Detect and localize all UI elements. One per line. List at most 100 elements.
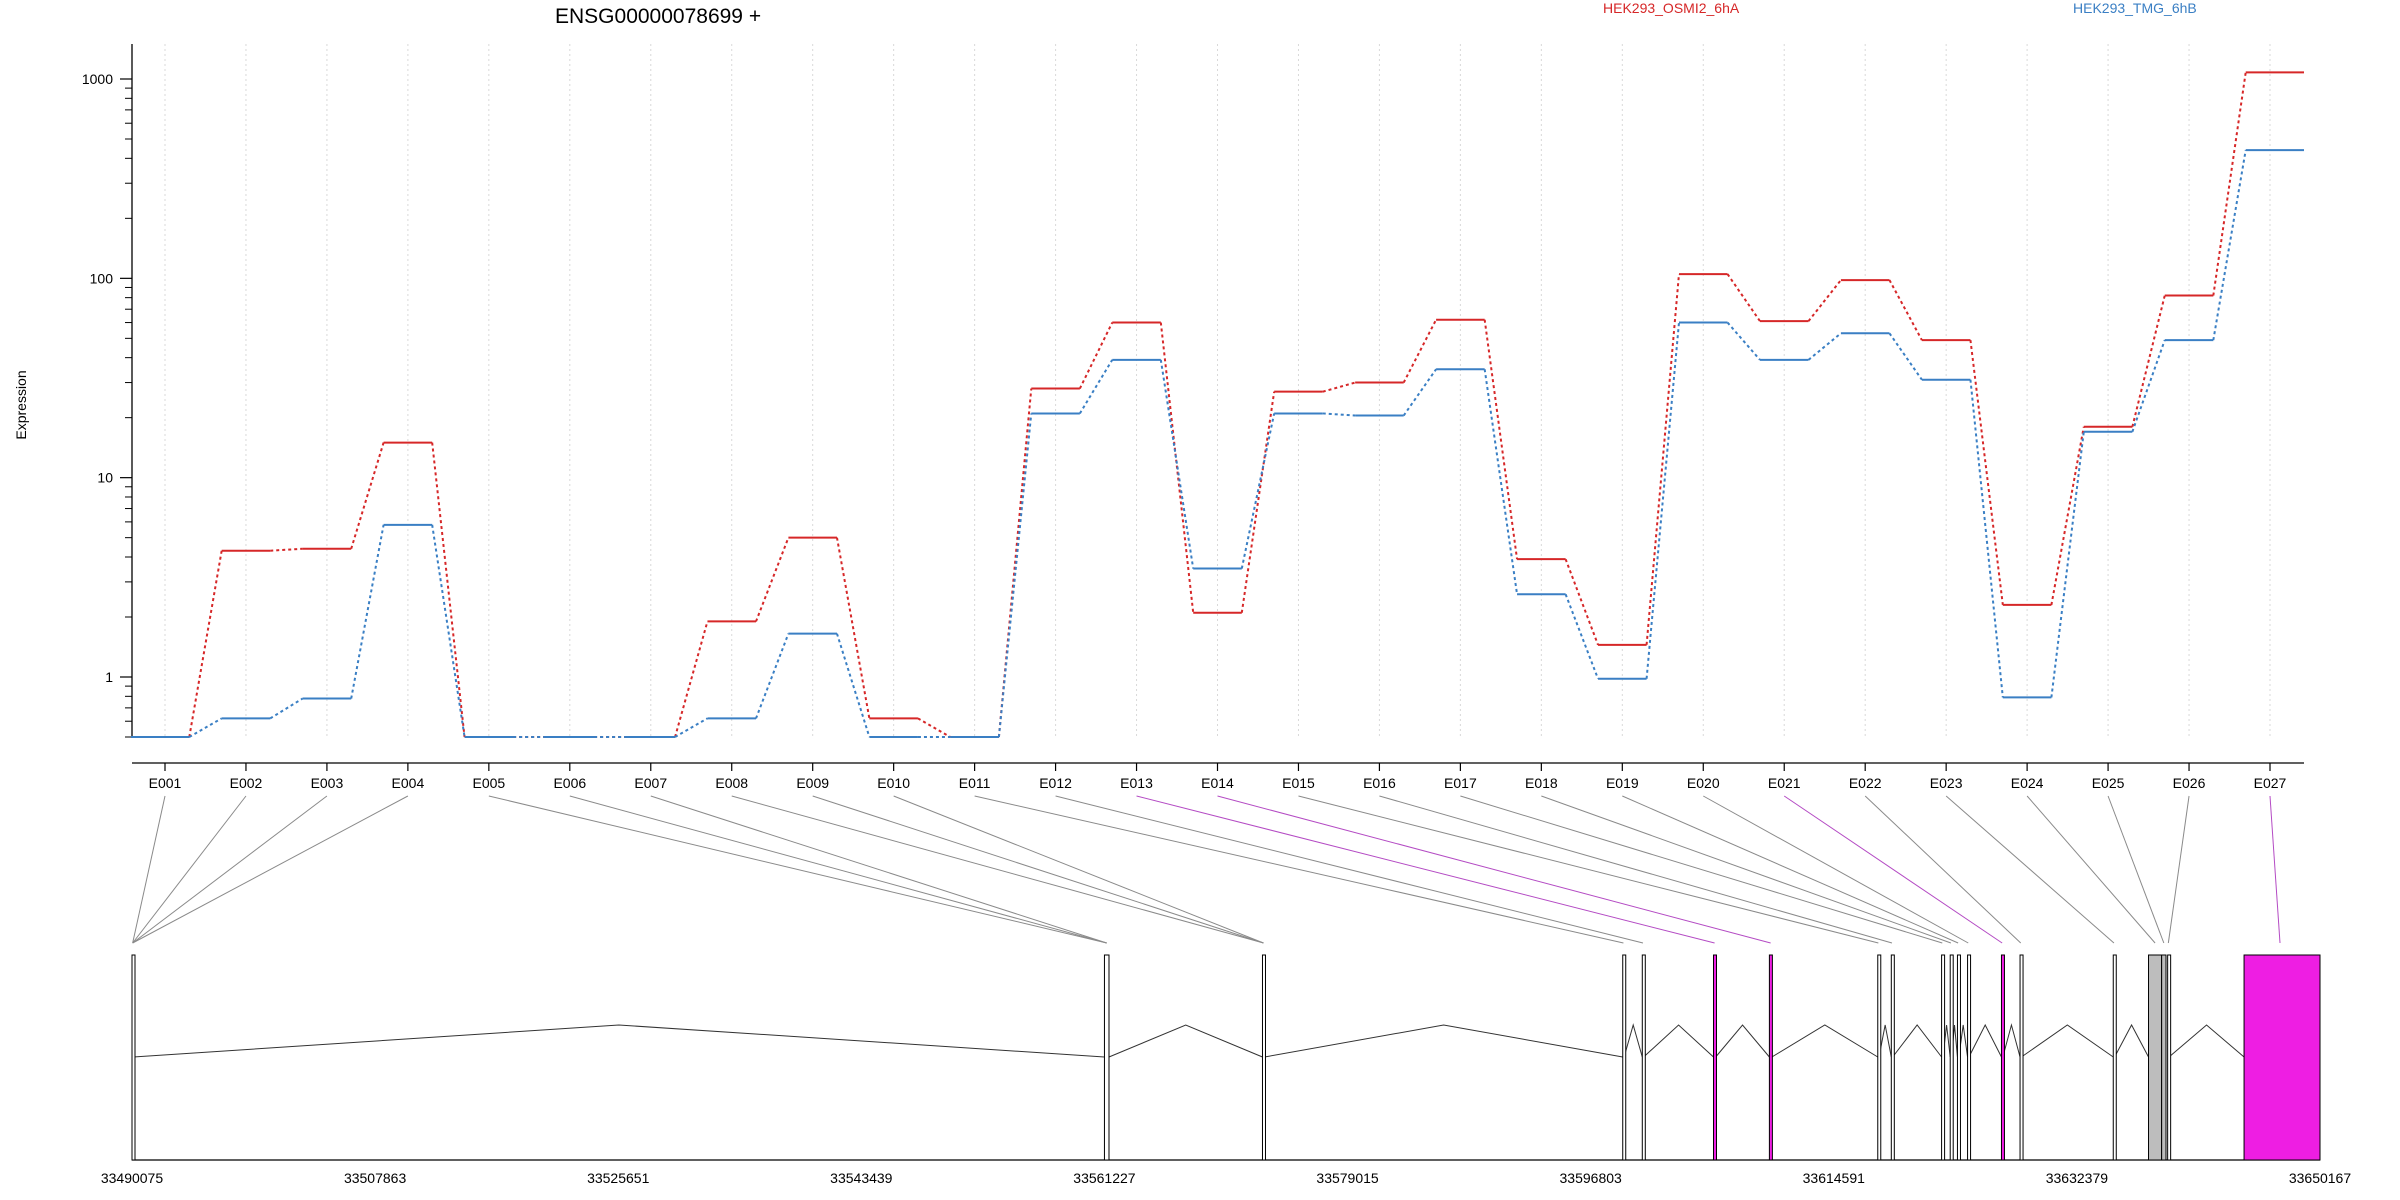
exon-box-18 (2161, 954, 2167, 1161)
transition-e009 (835, 537, 871, 719)
connector-e006 (569, 795, 1107, 944)
intron-line (1715, 1024, 1770, 1058)
connector-e016 (1379, 795, 1893, 944)
exon-box-9 (1890, 954, 1895, 1161)
x-tick-label-e004: E004 (392, 775, 425, 791)
series-osmi2 (130, 71, 2305, 739)
transition-e026 (2212, 72, 2247, 296)
intron-line (2021, 1024, 2114, 1058)
transition-e001 (188, 717, 223, 738)
x-tick-label-e008: E008 (715, 775, 748, 791)
connector-e007 (650, 795, 1107, 944)
transition-e014 (1240, 391, 1276, 613)
transition-e004 (431, 524, 466, 738)
x-tick-label-e009: E009 (796, 775, 829, 791)
series-lines (130, 71, 2305, 739)
transition-e017 (1483, 319, 1519, 560)
x-tick-label-e016: E016 (1363, 775, 1396, 791)
intron-line (133, 1024, 1105, 1058)
y-tick-label: 1 (105, 669, 113, 685)
genomic-coordinates: 33490075 33507863 33525651 33543439 33561227… (101, 1170, 2352, 1186)
transition-e009 (836, 633, 871, 738)
transition-e008 (755, 537, 790, 622)
transition-e007 (674, 717, 708, 738)
exon-box-8 (1877, 954, 1882, 1161)
exon-box-5 (1641, 954, 1646, 1161)
exon-box-16 (2112, 954, 2117, 1161)
connector-e026 (2167, 795, 2190, 944)
x-tick-label-e024: E024 (2011, 775, 2044, 791)
transition-e021 (1807, 332, 1842, 361)
x-tick-label-e003: E003 (311, 775, 344, 791)
transition-e026 (2212, 149, 2247, 341)
gene-model (131, 954, 2321, 1161)
coordinate-label: 33596803 (1560, 1170, 1623, 1186)
exon-box-11 (1949, 954, 1954, 1161)
transition-e010 (917, 717, 951, 738)
transition-e021 (1807, 279, 1842, 322)
connector-e002 (132, 795, 247, 944)
exon-box-10 (1941, 954, 1946, 1161)
x-tick-label-e027: E027 (2254, 775, 2287, 791)
transition-e023 (1969, 339, 2004, 606)
connector-e014 (1217, 795, 1771, 944)
transition-e017 (1483, 369, 1519, 595)
coordinate-label: 33650167 (2289, 1170, 2352, 1186)
connector-e011 (974, 795, 1624, 944)
x-tick-label-e017: E017 (1444, 775, 1477, 791)
x-tick-label-e012: E012 (1039, 775, 1072, 791)
transition-e022 (1888, 279, 1923, 341)
intron-line (1968, 1023, 2002, 1058)
x-tick-label-e007: E007 (634, 775, 667, 791)
transition-e012 (1079, 359, 1114, 414)
transition-e020 (1726, 273, 1761, 322)
x-tick-label-e025: E025 (2092, 775, 2125, 791)
connector-e027 (2269, 795, 2281, 944)
transition-e016 (1402, 319, 1437, 384)
transition-e008 (755, 633, 790, 719)
intron-line (1264, 1024, 1623, 1058)
transition-e003 (350, 442, 385, 550)
connector-e021 (1783, 795, 2003, 944)
coordinate-label: 33614591 (1803, 1170, 1866, 1186)
exon-box-14 (2000, 954, 2005, 1161)
y-tick-label: 10 (97, 470, 113, 486)
exon-box-17 (2148, 954, 2163, 1161)
exon-box-13 (1967, 954, 1972, 1161)
connector-e005 (488, 795, 1107, 944)
intron-line (1643, 1024, 1714, 1058)
x-tick-label-e015: E015 (1282, 775, 1315, 791)
legend-entry-tmg: HEK293_TMG_6hB (2073, 0, 2197, 16)
transition-e001 (188, 550, 223, 738)
connector-e015 (1298, 795, 1879, 944)
y-axis-label: Expression (13, 370, 29, 439)
y-ticks: 1 10 100 1000 (82, 71, 132, 738)
connector-e008 (731, 795, 1264, 944)
intron-line (2002, 1023, 2021, 1058)
exon-box-19 (2167, 954, 2172, 1161)
legend-entry-osmi2: HEK293_OSMI2_6hA (1603, 0, 1740, 16)
transition-e022 (1888, 332, 1923, 381)
coordinate-label: 33579015 (1316, 1170, 1379, 1186)
transition-e025 (2131, 295, 2166, 428)
exon-box-1 (131, 954, 136, 1161)
transition-e018 (1564, 593, 1599, 680)
coordinate-label: 33490075 (101, 1170, 164, 1186)
intron-line (2168, 1024, 2245, 1058)
exon-connectors (132, 795, 2281, 944)
connector-e003 (132, 795, 328, 944)
x-tick-label-e014: E014 (1201, 775, 1234, 791)
x-tick-label-e021: E021 (1768, 775, 1801, 791)
exon-box-20 (2243, 954, 2321, 1161)
transition-e019 (1645, 274, 1680, 645)
x-tick-label-e006: E006 (553, 775, 586, 791)
transition-e002 (270, 547, 303, 552)
x-tick-label-e005: E005 (472, 775, 505, 791)
x-ticks: E001 E002 E003 E004 E005 E006 E007 E008 E009 E010… (149, 763, 2287, 791)
connector-e009 (812, 795, 1264, 944)
x-tick-label-e023: E023 (1930, 775, 1963, 791)
grid-lines (164, 44, 2271, 738)
connector-e019 (1622, 795, 1959, 944)
coordinate-label: 33543439 (830, 1170, 893, 1186)
